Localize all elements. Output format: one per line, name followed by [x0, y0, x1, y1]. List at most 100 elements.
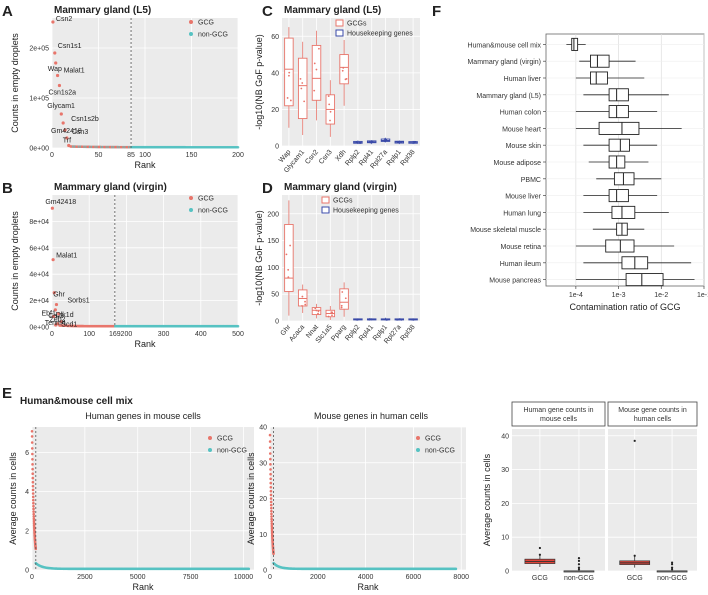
panel-E1-gcg-point [31, 498, 35, 502]
panel-C-box-Xdh [339, 54, 349, 85]
panel-F-category-label: Human ileum [500, 261, 541, 268]
panel-E2-x-tick-label: 8000 [453, 574, 469, 581]
panel-E2-gcg-point [272, 552, 275, 555]
panel-B-x-axis-label: Rank [134, 339, 156, 349]
panel-E1-legend-gcg-key [208, 436, 212, 440]
panel-F-box [608, 88, 629, 102]
panel-B-point-Tenm4 [54, 323, 58, 327]
panel-D-y-tick-label: 50 [271, 292, 279, 299]
panel-A-gene-label-Wap: Wap [48, 66, 62, 73]
panel-E2-gcg-point [269, 481, 273, 485]
panel-F-category-label: Human&mouse cell mix [467, 42, 541, 49]
panel-E1-x-tick-label: 2500 [77, 574, 93, 581]
panel-C-jitter-point [329, 119, 331, 122]
panel-E2-gcg-point [269, 489, 273, 493]
panel-E1-gcg-point [32, 517, 36, 521]
panel-B-tail-point [236, 324, 240, 328]
panel-D-jitter-point [304, 300, 306, 303]
panel-D-title: Mammary gland (virgin) [284, 182, 397, 193]
panel-E2-gcg-point [269, 477, 272, 481]
panel-A-x-tick-label: 0 [50, 152, 54, 159]
panel-A-point-Trf [67, 143, 71, 148]
panel-E1-x-tick-label: 10000 [234, 574, 254, 581]
panel-E1-gcg-point [32, 519, 36, 523]
panel-D-jitter-point [289, 244, 292, 247]
panel-E3-outlier-point [577, 559, 581, 562]
panel-D-jitter-point [317, 312, 319, 315]
panel-E1-gcg-point [31, 492, 35, 495]
panel-B-legend-nongcg-key [189, 208, 193, 212]
panel-E3-y-tick-label: 0 [505, 569, 509, 576]
panel-E2-gcg-point [270, 526, 274, 530]
panel-B-x-tick-label: 300 [158, 331, 170, 338]
panel-B-x-tick-label: 169 [109, 331, 121, 338]
panel-F-box [590, 54, 610, 68]
panel-D-jitter-point [301, 295, 304, 298]
panel-E1-gcg-point [32, 507, 35, 511]
panel-A-x-tick-label: 100 [139, 152, 151, 159]
panel-B-gene-label-Ebf1: Ebf1 [41, 310, 56, 317]
panel-E3-facet-strip [607, 401, 698, 427]
panel-E1-gcg-point [32, 521, 36, 525]
panel-E1-gcg-point [32, 515, 36, 518]
panel-D-y-tick-label: 150 [267, 238, 279, 245]
panel-C-jitter-point [355, 141, 358, 144]
panel-D-jitter-point [315, 309, 318, 312]
panel-E1-nongcg-point [247, 567, 251, 571]
panel-D-jitter-point [344, 297, 347, 300]
panel-E3-plot-area [608, 429, 697, 571]
panel-C-legend-hk-key [335, 29, 344, 37]
panel-A-point-Wap [54, 61, 58, 65]
panel-E1-y-tick-label: 4 [25, 489, 29, 496]
panel-E2-legend-nongcg-label: non-GCG [425, 448, 455, 455]
panel-B-point-Ghr [52, 291, 56, 295]
panel-E2-legend-gcg-label: GCG [425, 436, 441, 443]
panel-C-jitter-point [288, 71, 291, 74]
panel-E3-x-tick-label: non-GCG [564, 575, 594, 582]
panel-label-D: D [262, 180, 273, 197]
panel-E3-outlier-point [577, 557, 581, 560]
panel-F-category-label: Mouse liver [505, 194, 541, 201]
panel-E2-y-tick-label: 30 [259, 460, 267, 467]
panel-C-jitter-point [315, 68, 318, 71]
panel-E3-facet-label-line2: mouse cells [540, 416, 577, 423]
panel-E1-x-axis-label: Rank [132, 582, 154, 592]
panel-A-title: Mammary gland (L5) [54, 5, 151, 16]
panel-C-jitter-point [300, 87, 303, 90]
panel-E3-outlier-point [670, 563, 674, 566]
panel-F-box [611, 205, 636, 219]
panel-E2-gcg-point [270, 512, 273, 516]
panel-label-E: E [2, 385, 12, 402]
panel-E2-gcg-point [268, 452, 272, 455]
panel-E2-x-axis-label: Rank [357, 582, 379, 592]
panel-C-x-tick-label: Rpl38 [400, 149, 417, 168]
panel-D-jitter-point [285, 253, 288, 256]
panel-E1-x-tick-label: 0 [30, 574, 34, 581]
panel-A-x-tick-label: 85 [127, 152, 135, 159]
panel-E2-gcg-point [269, 503, 273, 507]
panel-C-jitter-point [412, 141, 415, 143]
panel-D-jitter-point [396, 318, 398, 321]
panel-C-jitter-point [342, 66, 345, 69]
panel-D-jitter-point [414, 318, 417, 321]
panel-D-jitter-point [397, 318, 400, 321]
panel-E3-outlier-point [670, 561, 674, 564]
panel-C-y-tick-label: 40 [271, 70, 279, 77]
panel-E2-gcg-point [270, 517, 273, 521]
panel-E1-gcg-point [31, 476, 35, 480]
panel-A-legend-nongcg-key [189, 32, 193, 36]
panel-C-jitter-point [313, 62, 316, 65]
panel-B-gene-label-Scd1: Scd1 [61, 322, 77, 329]
panel-D-jitter-point [368, 318, 371, 321]
panel-F-x-tick-label: 1e-3 [612, 292, 626, 299]
panel-label-A: A [2, 3, 13, 20]
panel-E3-y-tick-label: 10 [501, 535, 509, 542]
panel-E2-gcg-point [270, 524, 274, 528]
panel-A-legend-gcg-key [189, 20, 193, 24]
panel-E2-gcg-point [268, 440, 272, 443]
panel-E2-legend-gcg-key [416, 436, 420, 440]
panel-A-x-tick-label: 50 [95, 152, 103, 159]
panel-D-jitter-point [314, 307, 317, 310]
panel-D-box-Ghr [284, 224, 294, 292]
panel-F-x-tick-label: 1e-2 [654, 292, 668, 299]
